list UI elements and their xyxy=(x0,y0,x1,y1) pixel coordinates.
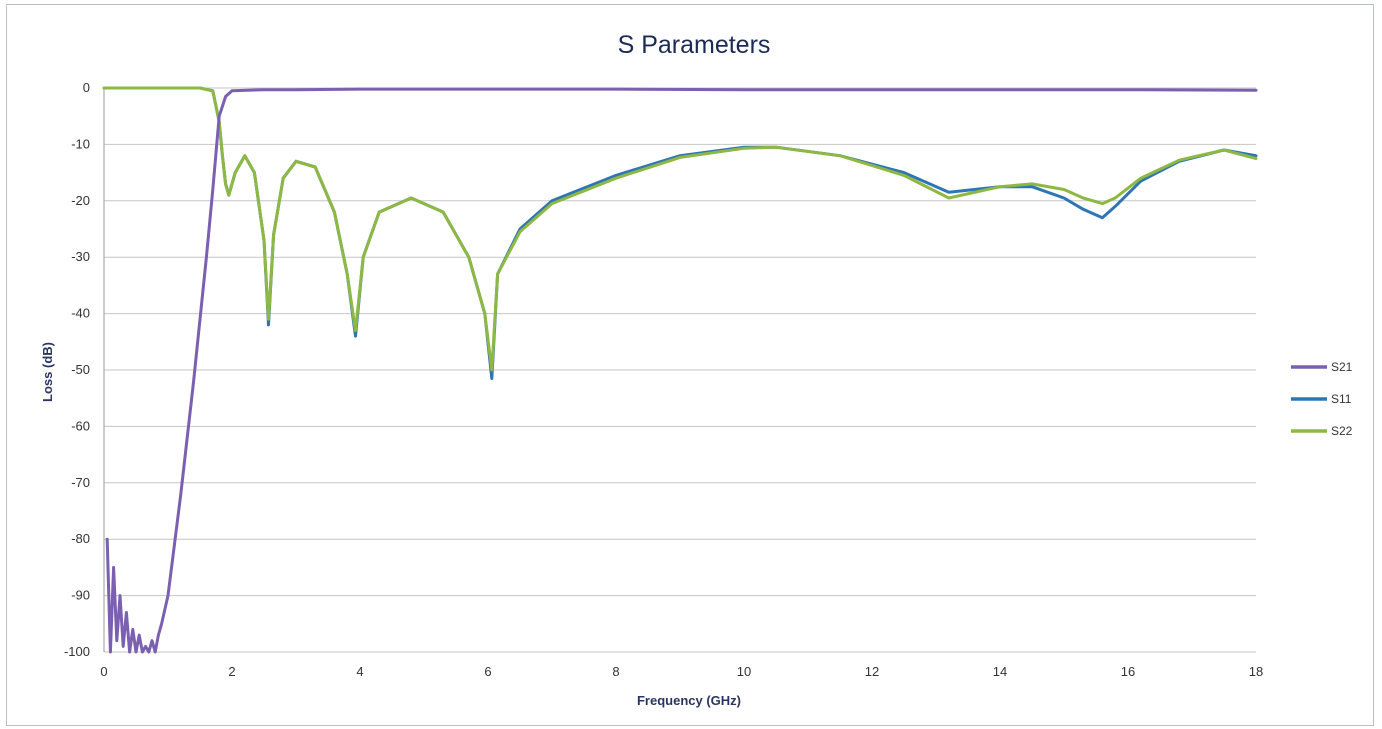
x-tick-label: 14 xyxy=(993,664,1007,679)
chart-title: S Parameters xyxy=(618,31,771,59)
x-tick-label: 12 xyxy=(865,664,879,679)
y-tick-label: -80 xyxy=(71,531,90,546)
y-axis-title: Loss (dB) xyxy=(40,342,55,402)
y-tick-label: -50 xyxy=(71,362,90,377)
x-tick-label: 6 xyxy=(484,664,491,679)
series-line-s21 xyxy=(105,87,1258,654)
y-tick-label: 0 xyxy=(83,80,90,95)
x-tick-label: 4 xyxy=(356,664,363,679)
x-tick-label: 10 xyxy=(737,664,751,679)
y-tick-label: -70 xyxy=(71,475,90,490)
y-tick-label: -60 xyxy=(71,418,90,433)
legend-label-s21: S21 xyxy=(1331,360,1353,374)
s-parameters-chart: S Parameters 0 -10 -20 -30 -40 -50 -60 -70 -80 -9… xyxy=(40,31,1353,708)
x-tick-label: 18 xyxy=(1249,664,1263,679)
grid-lines xyxy=(103,87,1256,653)
y-tick-labels: 0 -10 -20 -30 -40 -50 -60 -70 -80 -90 -100 xyxy=(64,80,90,659)
plot-series xyxy=(102,86,1258,654)
legend-label-s22: S22 xyxy=(1331,424,1353,438)
y-tick-label: -20 xyxy=(71,193,90,208)
x-axis-title: Frequency (GHz) xyxy=(637,693,741,708)
y-tick-label: -30 xyxy=(71,249,90,264)
x-tick-labels: 0 2 4 6 8 10 12 14 16 18 xyxy=(100,664,1263,679)
legend: S21 S11 S22 xyxy=(1291,360,1353,438)
y-tick-label: -90 xyxy=(71,588,90,603)
legend-label-s11: S11 xyxy=(1331,392,1352,406)
y-tick-label: -40 xyxy=(71,306,90,321)
x-tick-label: 0 xyxy=(100,664,107,679)
y-tick-label: -100 xyxy=(64,644,90,659)
x-tick-label: 8 xyxy=(612,664,619,679)
chart-frame: S Parameters 0 -10 -20 -30 -40 -50 -60 -70 -80 -9… xyxy=(6,4,1374,726)
x-tick-label: 16 xyxy=(1121,664,1135,679)
series-line-s11 xyxy=(102,86,1258,380)
x-tick-label: 2 xyxy=(228,664,235,679)
y-tick-label: -10 xyxy=(71,136,90,151)
series-line-s22 xyxy=(102,86,1258,372)
